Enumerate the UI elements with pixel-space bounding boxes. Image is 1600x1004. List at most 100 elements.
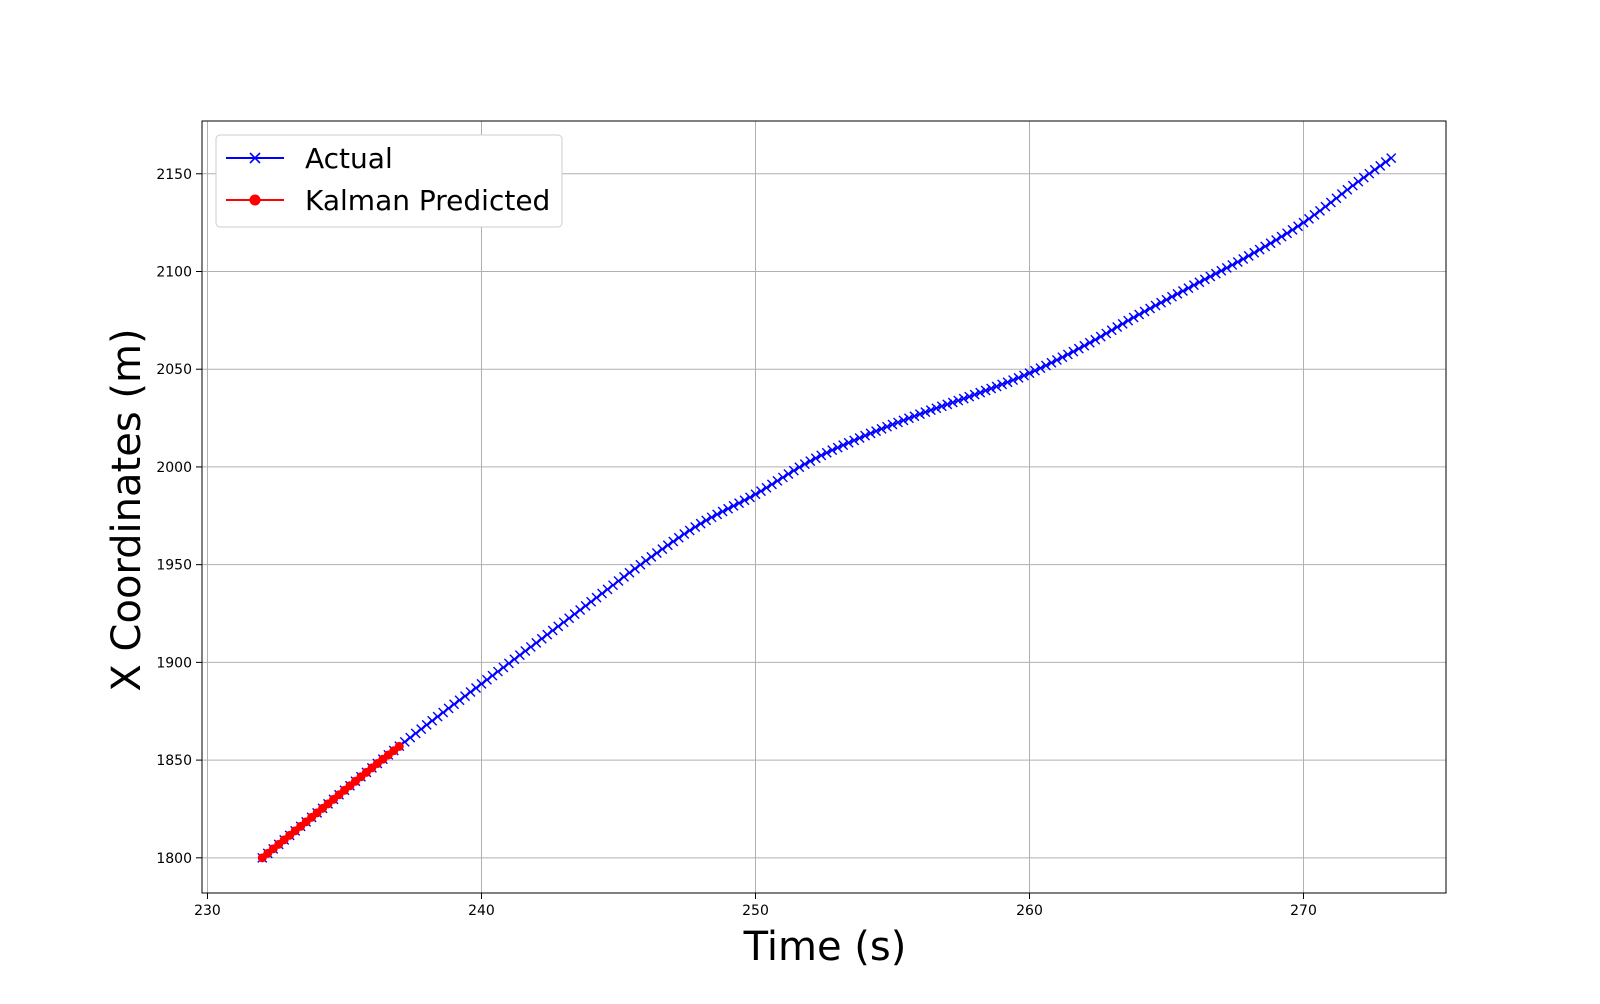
data-point-x-marker <box>838 440 849 451</box>
data-point-x-marker <box>487 670 498 681</box>
data-point-x-marker <box>821 447 832 458</box>
data-point-x-marker <box>1172 288 1183 299</box>
data-point-x-marker <box>618 571 629 582</box>
data-point-x-marker <box>454 695 465 706</box>
data-point-x-marker <box>1008 375 1019 386</box>
y-axis-label: X Coordinates (m) <box>104 328 150 691</box>
data-point-x-marker <box>843 437 854 448</box>
data-point-x-marker <box>931 403 942 414</box>
data-point-x-marker <box>734 498 745 509</box>
data-point-x-marker <box>1205 271 1216 282</box>
data-point-x-marker <box>1019 370 1030 381</box>
x-tick-label: 240 <box>468 903 495 919</box>
data-point-x-marker <box>580 600 591 611</box>
data-point-x-marker <box>1166 291 1177 302</box>
data-point-x-marker <box>860 430 871 441</box>
data-point-x-marker <box>1199 274 1210 285</box>
data-point-x-marker <box>492 666 503 677</box>
data-point-x-marker <box>936 401 947 412</box>
legend-box <box>215 134 563 228</box>
data-point-x-marker <box>624 567 635 578</box>
data-point-x-marker <box>739 495 750 506</box>
data-point-x-marker <box>684 525 695 536</box>
data-point-x-marker <box>668 536 679 547</box>
y-tick-label: 2000 <box>156 460 192 476</box>
data-point-x-marker <box>602 584 613 595</box>
data-point-x-marker <box>1161 294 1172 305</box>
data-point-dot-marker <box>394 741 404 751</box>
data-point-x-marker <box>542 629 553 640</box>
data-point-x-marker <box>717 506 728 517</box>
data-point-x-marker <box>925 405 936 416</box>
data-point-x-marker <box>827 445 838 456</box>
data-point-x-marker <box>1282 228 1293 239</box>
data-point-x-marker <box>1386 153 1397 164</box>
data-point-x-marker <box>1358 172 1369 183</box>
y-tick-label: 2150 <box>156 167 192 183</box>
data-point-x-marker <box>1062 349 1073 360</box>
data-point-x-marker <box>728 500 739 511</box>
data-point-x-marker <box>942 399 953 410</box>
data-point-x-marker <box>958 393 969 404</box>
data-point-x-marker <box>706 512 717 523</box>
data-point-x-marker <box>591 592 602 603</box>
data-point-x-marker <box>651 547 662 558</box>
x-tick-label: 250 <box>742 903 769 919</box>
data-point-x-marker <box>1325 197 1336 208</box>
x-tick-label: 230 <box>194 903 221 919</box>
data-point-x-marker <box>1353 176 1364 187</box>
data-point-x-marker <box>1221 262 1232 273</box>
data-point-x-marker <box>772 475 783 486</box>
data-point-x-marker <box>1342 184 1353 195</box>
data-point-x-marker <box>416 724 427 735</box>
data-point-x-marker <box>673 532 684 543</box>
data-point-x-marker <box>1304 213 1314 224</box>
legend-item-actual: Actual <box>226 142 393 175</box>
data-point-x-marker <box>586 596 597 607</box>
data-point-x-marker <box>1183 283 1194 294</box>
data-point-x-marker <box>1051 355 1062 366</box>
data-point-x-marker <box>1188 280 1199 291</box>
data-point-x-marker <box>498 662 509 673</box>
data-point-x-marker <box>832 442 843 453</box>
data-point-x-marker <box>1380 157 1391 168</box>
data-point-x-marker <box>1073 343 1084 354</box>
data-point-x-marker <box>1265 238 1276 249</box>
data-point-x-marker <box>597 588 608 599</box>
data-point-x-marker <box>1227 259 1238 270</box>
data-point-x-marker <box>608 580 619 591</box>
data-point-x-marker <box>1156 297 1167 308</box>
data-point-x-marker <box>903 413 914 424</box>
data-point-x-marker <box>1095 331 1106 342</box>
data-point-x-marker <box>980 385 991 396</box>
data-point-x-marker <box>766 479 777 490</box>
legend: Actual Kalman Predicted <box>215 134 563 228</box>
data-point-x-marker <box>1369 164 1380 175</box>
data-point-x-marker <box>405 732 416 743</box>
data-point-x-marker <box>788 465 799 476</box>
legend-kalman-label: Kalman Predicted <box>305 184 550 217</box>
data-point-x-marker <box>723 503 734 514</box>
data-point-x-marker <box>564 613 575 624</box>
data-point-x-marker <box>558 617 569 628</box>
data-point-x-marker <box>1347 180 1358 191</box>
data-point-x-marker <box>969 389 980 400</box>
data-point-x-marker <box>514 650 525 661</box>
data-point-x-marker <box>871 426 882 437</box>
data-point-x-marker <box>531 637 542 648</box>
data-point-x-marker <box>1117 318 1128 329</box>
data-point-x-marker <box>975 387 986 398</box>
data-point-x-marker <box>777 472 788 483</box>
legend-kalman-dot-marker <box>249 194 261 206</box>
plot-frame <box>201 120 1447 894</box>
series-actual <box>257 153 1397 863</box>
data-point-x-marker <box>799 459 810 470</box>
data-point-x-marker <box>882 421 893 432</box>
series-layer <box>257 153 1397 863</box>
data-point-x-marker <box>1298 217 1309 228</box>
grid <box>202 121 1446 893</box>
data-point-x-marker <box>525 641 536 652</box>
data-point-x-marker <box>575 605 586 615</box>
data-point-x-marker <box>690 521 701 532</box>
series-kalman-predicted <box>257 741 404 863</box>
